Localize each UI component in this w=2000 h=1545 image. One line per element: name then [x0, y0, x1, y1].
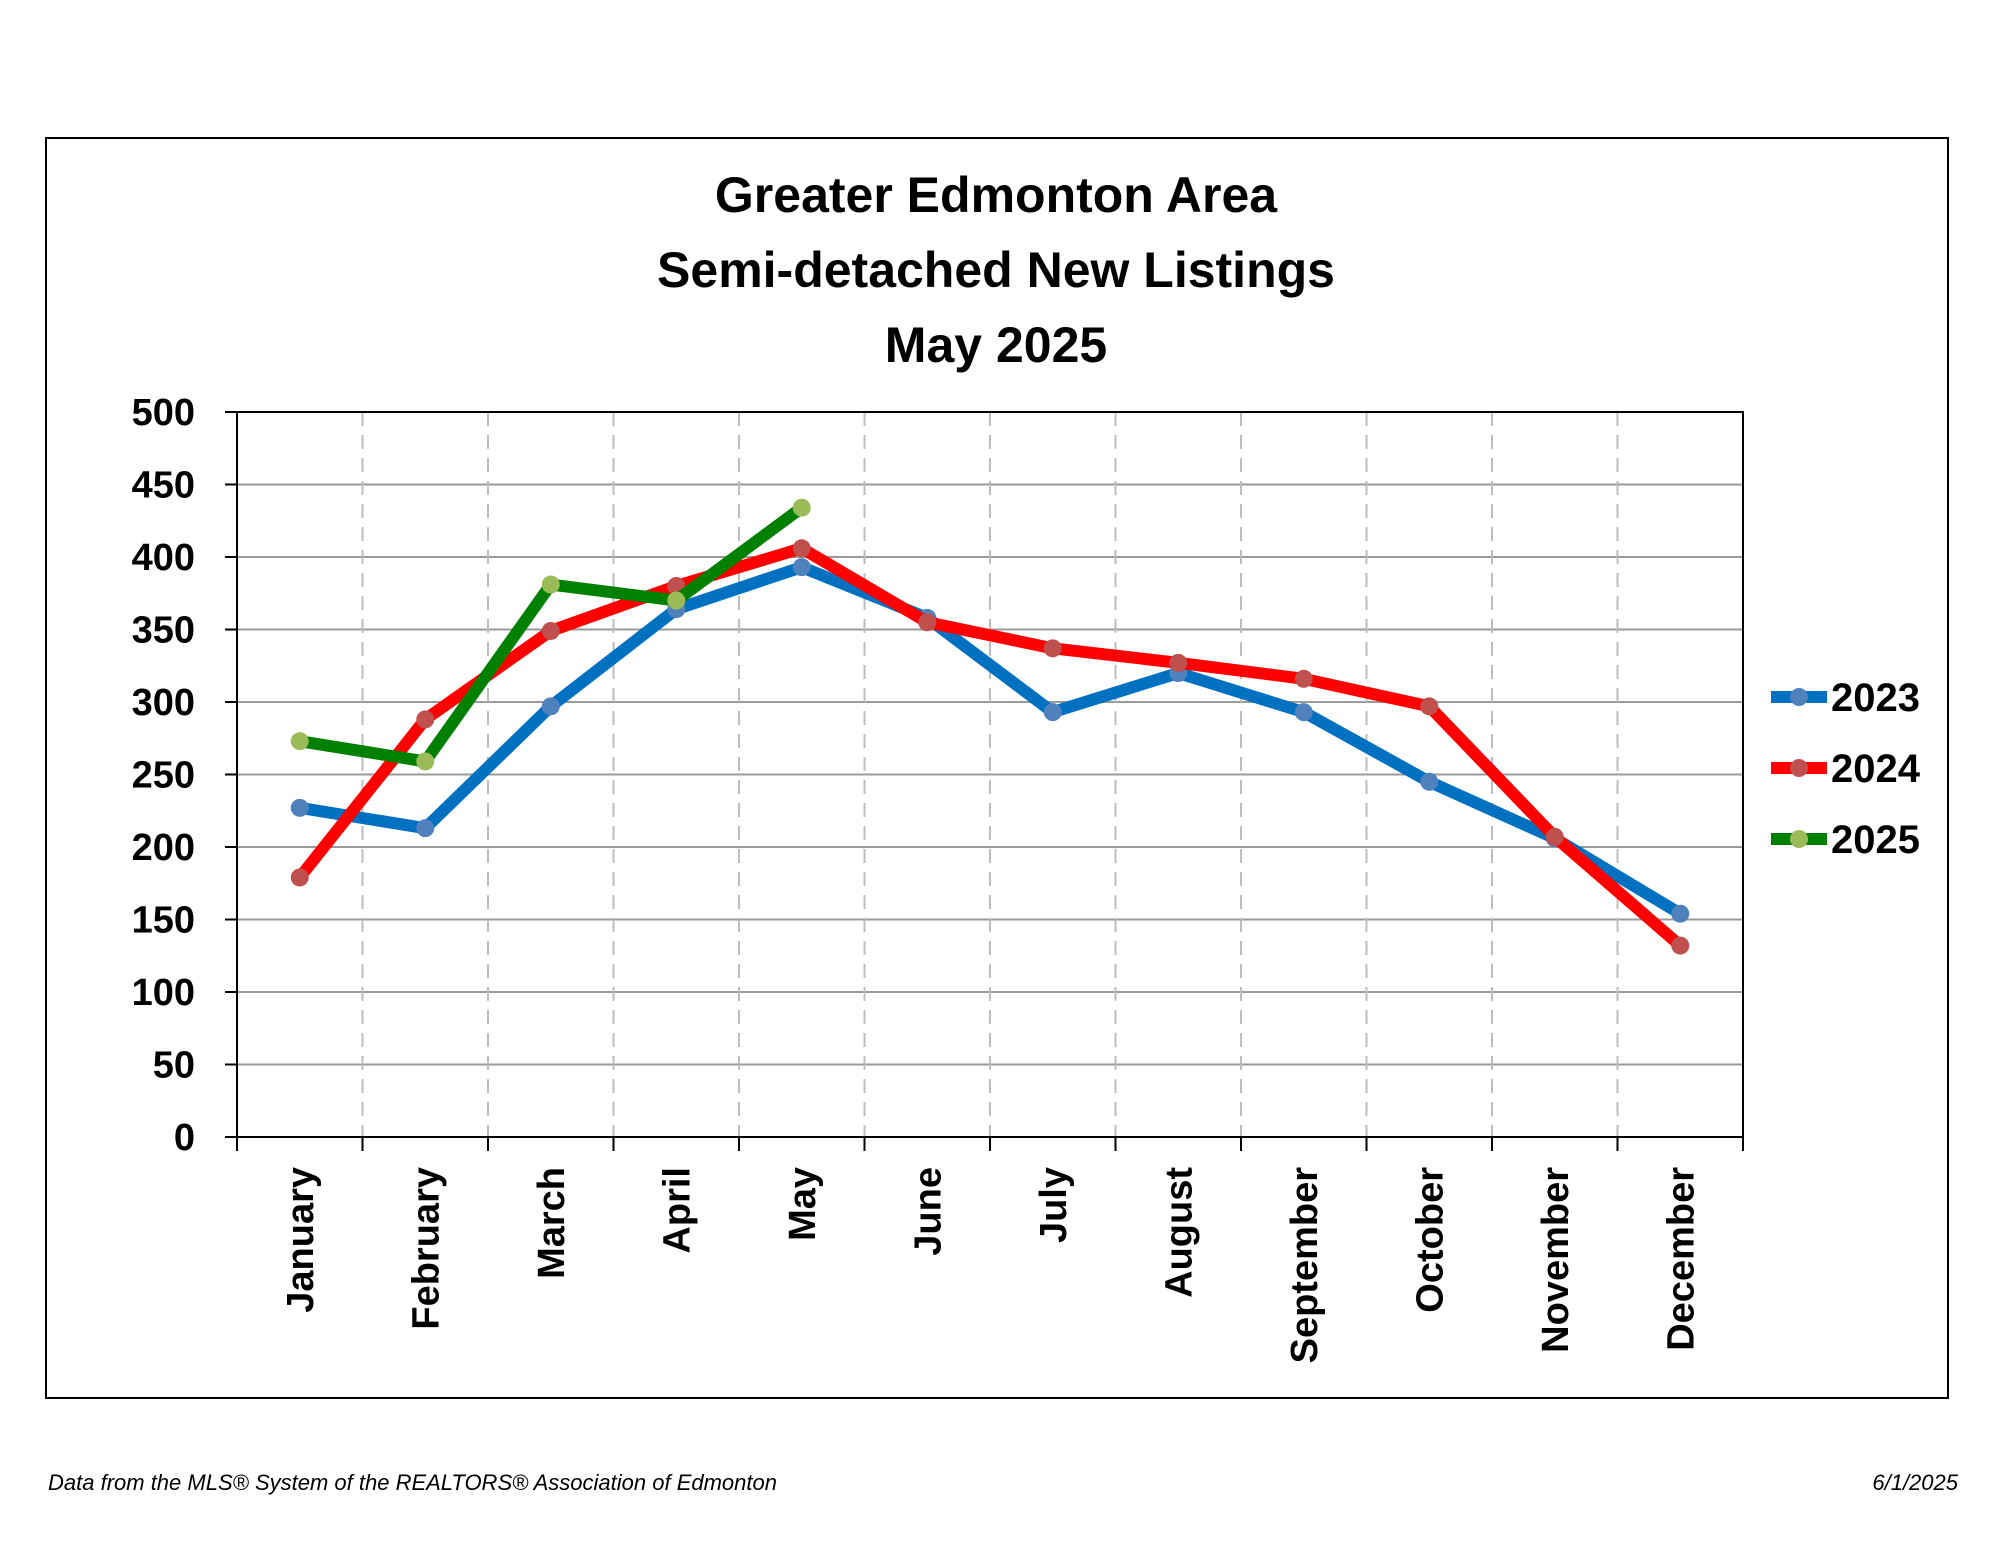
x-tick-label: January — [280, 1167, 322, 1313]
data-point-2023 — [1420, 772, 1439, 791]
data-point-2023 — [1043, 703, 1062, 722]
data-point-2023 — [792, 558, 811, 577]
y-tick-label: 300 — [132, 682, 195, 724]
data-point-2023 — [1294, 703, 1313, 722]
legend: 2023 2024 2025 — [1771, 676, 1921, 862]
data-point-2023 — [541, 697, 560, 716]
legend-label-2025: 2025 — [1831, 818, 1920, 862]
data-point-2024 — [918, 613, 937, 632]
y-tick-label: 500 — [132, 392, 195, 434]
data-point-2024 — [1169, 653, 1188, 672]
x-tick-label: February — [405, 1167, 447, 1330]
chart-title-line-1: Greater Edmonton Area — [715, 167, 1278, 223]
data-point-2025 — [416, 752, 435, 771]
data-point-2025 — [290, 732, 309, 751]
y-tick-label: 350 — [132, 610, 195, 652]
legend-label-2024: 2024 — [1831, 747, 1921, 791]
data-point-2024 — [1545, 827, 1564, 846]
source-note: Data from the MLS® System of the REALTOR… — [48, 1470, 777, 1495]
y-tick-label: 200 — [132, 827, 195, 869]
report-date: 6/1/2025 — [1872, 1470, 1958, 1495]
data-point-2023 — [416, 819, 435, 838]
y-tick-label: 100 — [132, 972, 195, 1014]
data-point-2024 — [541, 621, 560, 640]
data-point-2025 — [541, 575, 560, 594]
data-point-2024 — [416, 710, 435, 729]
x-tick-label: May — [782, 1167, 824, 1241]
data-point-2024 — [792, 539, 811, 558]
legend-marker-2025 — [1790, 830, 1808, 848]
x-tick-label: March — [531, 1167, 573, 1279]
plot-frame — [236, 411, 1744, 1138]
legend-label-2023: 2023 — [1831, 676, 1920, 720]
series-line-2023 — [298, 561, 1684, 919]
y-tick-label: 250 — [132, 755, 195, 797]
legend-marker-2024 — [1790, 759, 1808, 777]
x-tick-label: April — [656, 1167, 698, 1254]
chart-title-line-3: May 2025 — [885, 317, 1107, 373]
data-point-2025 — [792, 498, 811, 517]
y-tick-label: 450 — [132, 465, 195, 507]
plot-area: 0 50 100 150 200 250 300 350 400 450 500 January Feb… — [132, 392, 1744, 1364]
x-tick-label: August — [1158, 1167, 1200, 1298]
data-point-2024 — [1294, 669, 1313, 688]
x-tick-label: November — [1535, 1167, 1577, 1353]
data-point-2023 — [290, 798, 309, 817]
y-tick-label: 0 — [174, 1117, 195, 1159]
x-tick-label: June — [907, 1167, 949, 1256]
y-tick-label: 50 — [153, 1045, 195, 1087]
data-point-2024 — [1420, 697, 1439, 716]
data-point-2024 — [290, 868, 309, 887]
legend-marker-2023 — [1790, 688, 1808, 706]
data-point-2024 — [1671, 936, 1690, 955]
chart-title-line-2: Semi-detached New Listings — [657, 242, 1335, 298]
x-tick-label: December — [1660, 1167, 1702, 1351]
x-tick-label: September — [1284, 1167, 1326, 1364]
data-point-2024 — [1043, 639, 1062, 658]
y-tick-label: 150 — [132, 900, 195, 942]
data-point-2025 — [667, 591, 686, 610]
series-line-2024 — [295, 542, 1685, 951]
y-tick-label: 400 — [132, 537, 195, 579]
data-point-2023 — [1671, 904, 1690, 923]
x-tick-label: October — [1409, 1167, 1451, 1313]
x-tick-label: July — [1033, 1167, 1075, 1243]
